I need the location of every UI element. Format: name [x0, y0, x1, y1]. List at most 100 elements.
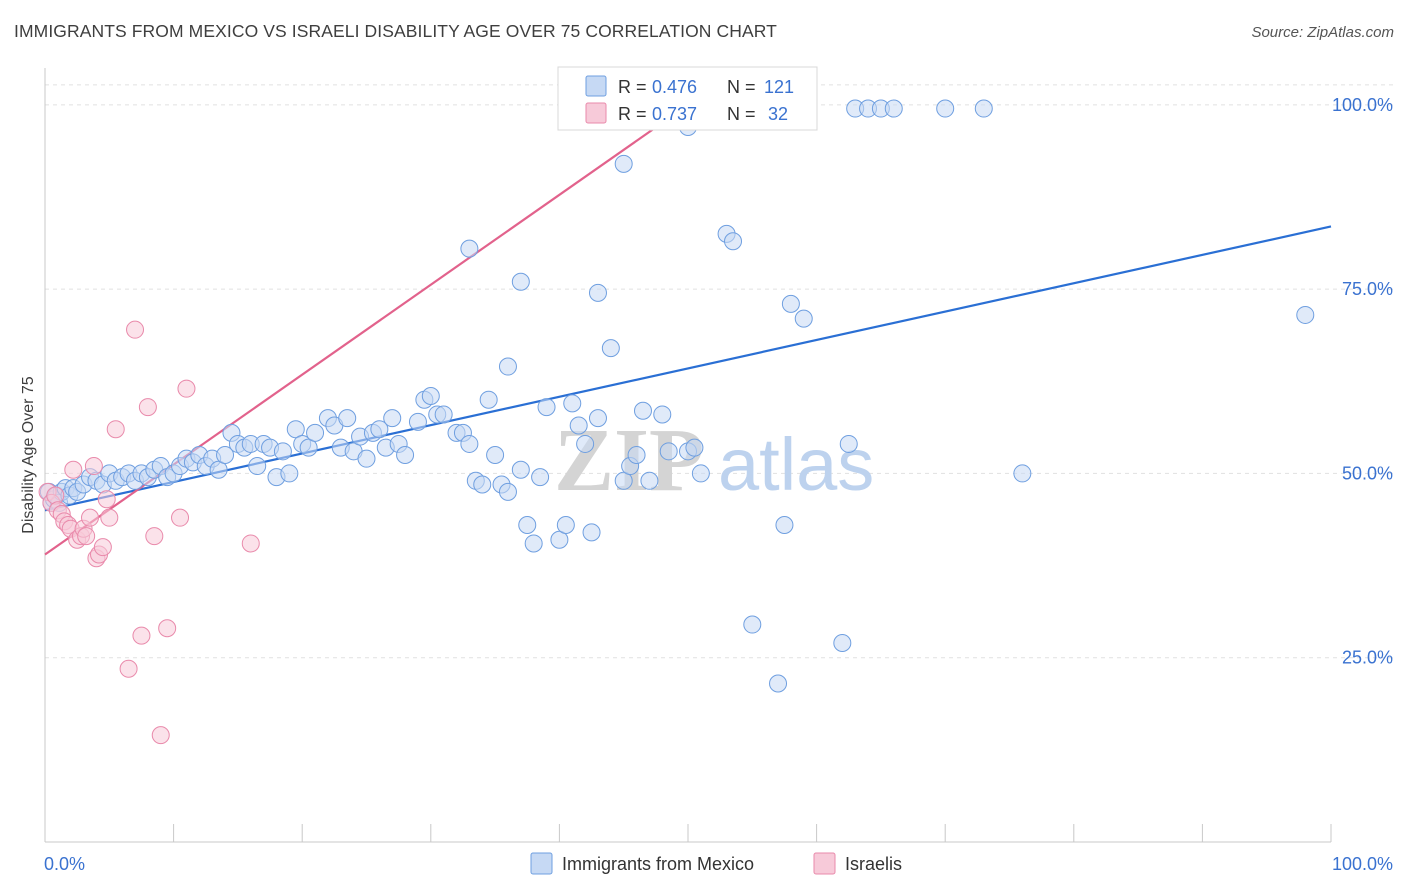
- point-blue-89[interactable]: [627, 446, 646, 464]
- legend-r-value-1: 0.737: [652, 104, 697, 124]
- point-blue-74[interactable]: [511, 460, 530, 479]
- point-blue-105[interactable]: [839, 434, 858, 453]
- point-blue-109[interactable]: [884, 99, 903, 118]
- point-pink-2[interactable]: [46, 486, 65, 505]
- point-pink-19[interactable]: [100, 508, 119, 527]
- point-blue-57[interactable]: [383, 409, 402, 428]
- point-blue-102[interactable]: [781, 294, 800, 313]
- point-blue-53[interactable]: [357, 449, 376, 468]
- point-blue-37[interactable]: [248, 457, 267, 476]
- point-blue-80[interactable]: [556, 516, 575, 535]
- point-blue-110[interactable]: [936, 99, 955, 118]
- point-blue-98[interactable]: [724, 232, 743, 251]
- point-blue-120[interactable]: [498, 357, 517, 376]
- point-blue-104[interactable]: [833, 633, 852, 652]
- chart-title: IMMIGRANTS FROM MEXICO VS ISRAELI DISABI…: [14, 21, 777, 41]
- series-legend-label-israelis[interactable]: Israelis: [845, 854, 902, 874]
- point-blue-50[interactable]: [338, 409, 357, 428]
- point-blue-71[interactable]: [486, 446, 505, 464]
- legend-n-label-1: N =: [727, 104, 756, 124]
- x-tick-label-right: 100.0%: [1332, 854, 1393, 874]
- stats-legend: R = 0.476 N = 121 R = 0.737 N = 32: [557, 66, 818, 131]
- point-pink-29[interactable]: [177, 379, 196, 398]
- legend-r-label-0: R =: [618, 77, 647, 97]
- axes: [44, 68, 1332, 843]
- point-pink-13[interactable]: [81, 508, 100, 527]
- point-blue-112[interactable]: [1013, 464, 1032, 483]
- point-pink-28[interactable]: [171, 508, 190, 527]
- point-blue-116[interactable]: [614, 154, 633, 173]
- point-blue-78[interactable]: [537, 398, 556, 417]
- series-legend-swatch-blue[interactable]: [530, 852, 553, 875]
- point-pink-25[interactable]: [145, 527, 164, 546]
- legend-r-label-1: R =: [618, 104, 647, 124]
- y-tick-label-2: 75.0%: [1342, 279, 1393, 299]
- point-blue-32[interactable]: [216, 446, 235, 464]
- point-blue-67[interactable]: [460, 434, 479, 453]
- point-blue-46[interactable]: [306, 423, 325, 442]
- x-tick-label-left: 0.0%: [44, 854, 85, 874]
- point-blue-55[interactable]: [370, 420, 389, 439]
- point-blue-111[interactable]: [974, 99, 993, 118]
- point-blue-75[interactable]: [518, 516, 537, 535]
- point-pink-20[interactable]: [106, 420, 125, 439]
- data-points: [38, 95, 1315, 745]
- point-blue-92[interactable]: [653, 405, 672, 424]
- point-blue-114[interactable]: [460, 239, 479, 258]
- point-blue-59[interactable]: [396, 446, 415, 464]
- point-blue-69[interactable]: [473, 475, 492, 494]
- point-pink-26[interactable]: [151, 726, 170, 745]
- point-pink-22[interactable]: [126, 320, 145, 339]
- point-blue-91[interactable]: [640, 471, 659, 490]
- point-blue-85[interactable]: [588, 409, 607, 428]
- series-legend-swatch-pink[interactable]: [813, 852, 836, 875]
- point-blue-81[interactable]: [563, 394, 582, 413]
- series-legend: Immigrants from Mexico Israelis: [530, 852, 902, 875]
- point-pink-24[interactable]: [138, 398, 157, 417]
- point-blue-90[interactable]: [633, 401, 652, 420]
- y-tick-label-1: 50.0%: [1342, 463, 1393, 483]
- point-blue-64[interactable]: [434, 405, 453, 424]
- point-pink-14[interactable]: [84, 457, 103, 476]
- point-blue-95[interactable]: [685, 438, 704, 457]
- point-blue-42[interactable]: [280, 464, 299, 483]
- y-tick-label-3: 100.0%: [1332, 95, 1393, 115]
- point-blue-60[interactable]: [408, 412, 427, 431]
- point-blue-41[interactable]: [273, 442, 292, 461]
- point-blue-84[interactable]: [582, 523, 601, 542]
- point-blue-62[interactable]: [421, 387, 440, 406]
- point-blue-82[interactable]: [569, 416, 588, 435]
- point-blue-100[interactable]: [769, 674, 788, 693]
- point-blue-86[interactable]: [601, 339, 620, 358]
- point-pink-21[interactable]: [119, 659, 138, 678]
- legend-swatch-pink: [585, 102, 607, 124]
- point-pink-17[interactable]: [93, 538, 112, 557]
- gridlines: [45, 84, 1394, 659]
- point-pink-12[interactable]: [77, 527, 96, 546]
- point-pink-8[interactable]: [64, 460, 83, 479]
- point-blue-96[interactable]: [691, 464, 710, 483]
- point-pink-27[interactable]: [158, 619, 177, 638]
- point-pink-18[interactable]: [97, 490, 116, 509]
- point-pink-30[interactable]: [241, 534, 260, 553]
- point-blue-77[interactable]: [531, 468, 550, 487]
- point-blue-115[interactable]: [511, 272, 530, 291]
- legend-n-value-0: 121: [764, 77, 794, 97]
- point-blue-83[interactable]: [576, 434, 595, 453]
- point-blue-101[interactable]: [775, 516, 794, 535]
- point-blue-73[interactable]: [498, 482, 517, 501]
- point-blue-103[interactable]: [794, 309, 813, 328]
- y-axis-label: Disability Age Over 75: [20, 376, 37, 534]
- point-blue-119[interactable]: [588, 283, 607, 302]
- point-blue-93[interactable]: [659, 442, 678, 461]
- legend-n-value-1: 32: [768, 104, 788, 124]
- point-blue-99[interactable]: [743, 615, 762, 634]
- y-tick-label-0: 25.0%: [1342, 648, 1393, 668]
- legend-n-label-0: N =: [727, 77, 756, 97]
- point-blue-76[interactable]: [524, 534, 543, 553]
- point-blue-70[interactable]: [479, 390, 498, 409]
- point-blue-113[interactable]: [1296, 305, 1315, 324]
- series-legend-label-mexico[interactable]: Immigrants from Mexico: [562, 854, 754, 874]
- point-pink-23[interactable]: [132, 626, 151, 645]
